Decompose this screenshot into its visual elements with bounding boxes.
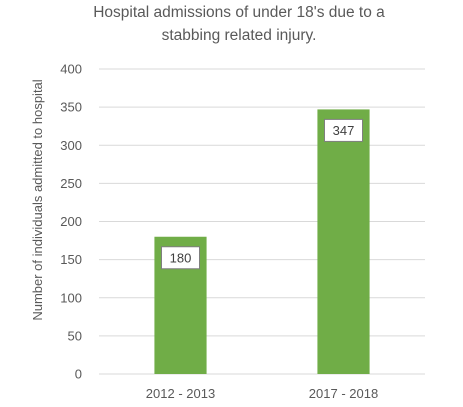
x-tick-labels: 2012 - 2013 2017 - 2018 bbox=[146, 386, 378, 401]
y-tick-label: 200 bbox=[60, 214, 82, 229]
x-tick-label: 2012 - 2013 bbox=[146, 386, 215, 401]
gridlines bbox=[99, 68, 425, 375]
chart-title-line-2: stabbing related injury. bbox=[162, 27, 317, 44]
bar bbox=[317, 109, 370, 374]
x-tick-label: 2017 - 2018 bbox=[309, 386, 378, 401]
y-tick-label: 250 bbox=[60, 176, 82, 191]
chart-title-line-1: Hospital admissions of under 18's due to… bbox=[93, 4, 385, 21]
y-tick-label: 50 bbox=[68, 328, 82, 343]
y-tick-label: 400 bbox=[60, 62, 82, 77]
data-label: 347 bbox=[333, 123, 355, 138]
data-labels: 180 347 bbox=[161, 118, 363, 270]
y-tick-labels: 0 50 100 150 200 250 300 350 400 bbox=[60, 62, 82, 382]
data-label-box bbox=[161, 246, 200, 270]
y-tick-label: 100 bbox=[60, 290, 82, 305]
bars bbox=[154, 109, 370, 374]
y-axis-label: Number of individuals admitted to hospit… bbox=[30, 79, 45, 320]
y-tick-label: 300 bbox=[60, 138, 82, 153]
data-label: 180 bbox=[170, 250, 192, 265]
y-tick-label: 350 bbox=[60, 100, 82, 115]
y-tick-label: 150 bbox=[60, 252, 82, 267]
y-tick-label: 0 bbox=[75, 367, 82, 382]
data-label-box bbox=[324, 118, 363, 142]
